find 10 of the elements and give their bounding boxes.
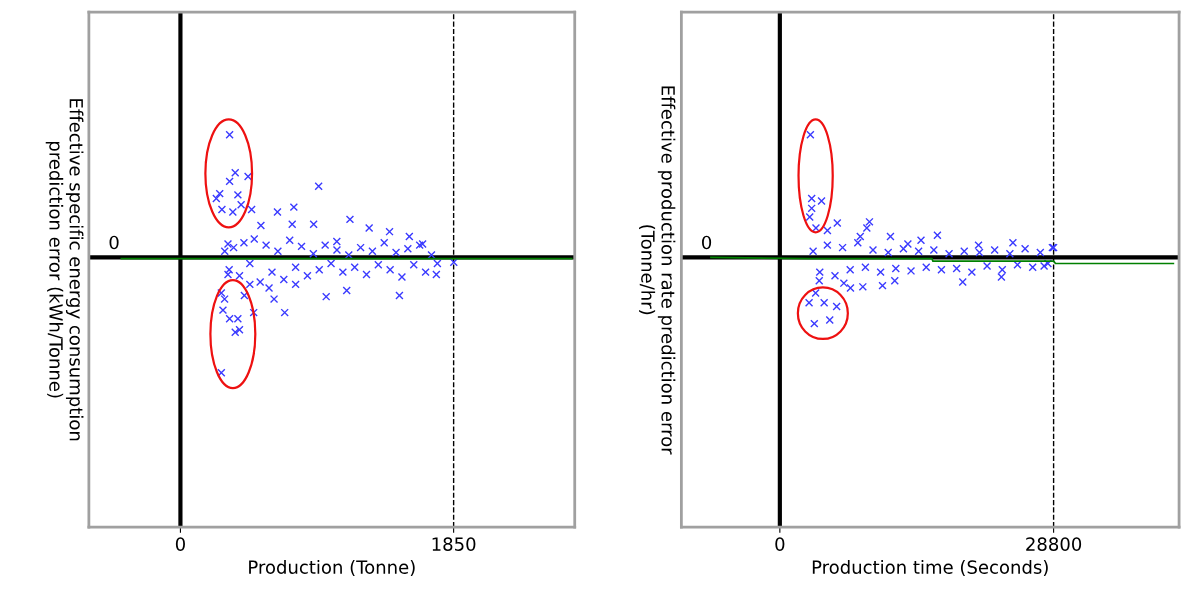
y-axis-title: Effective specific energy consumption prediction error (kWh/Tonne)	[45, 99, 84, 441]
x-tick-label: 1850	[432, 537, 476, 551]
x-axis-title: Production time (Seconds)	[812, 559, 1048, 577]
ref-line-label: 0	[702, 235, 712, 250]
y-axis-title: Effective production rate prediction error (Tonne/hr)	[639, 86, 676, 455]
x-tick-label: 0	[175, 537, 185, 551]
x-tick-label: 0	[775, 537, 785, 551]
x-axis-title: Production (Tonne)	[249, 559, 415, 577]
ref-line-label: 0	[109, 235, 119, 250]
x-tick-label: 28800	[1026, 537, 1082, 551]
